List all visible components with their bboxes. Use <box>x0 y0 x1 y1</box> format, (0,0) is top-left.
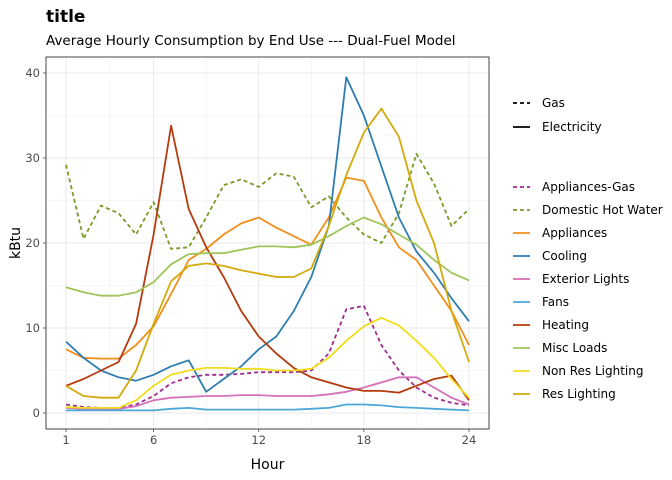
x-tick-label: 6 <box>150 433 157 447</box>
series-line-appliances-gas <box>65 304 470 409</box>
series-line-misc-loads <box>65 216 470 297</box>
x-tick-label: 1 <box>62 433 69 447</box>
chart-title: title <box>46 7 85 27</box>
y-tick-label: 40 <box>25 66 40 80</box>
legend-label-series: Heating <box>542 318 589 332</box>
series-line-res-lighting <box>65 107 470 399</box>
legend-label-series: Appliances <box>542 226 607 240</box>
series-line-exterior-lights <box>65 376 470 410</box>
legend-label-series: Misc Loads <box>542 341 607 355</box>
series-line-heating <box>65 124 470 401</box>
legend-label-series: Non Res Lighting <box>542 364 644 378</box>
legend-label-series: Domestic Hot Water <box>542 203 663 217</box>
grid <box>46 57 489 429</box>
legend-label-series: Cooling <box>542 249 587 263</box>
y-tick-label: 0 <box>33 406 40 420</box>
series-line-fans <box>66 403 470 412</box>
y-tick-label: 20 <box>25 236 40 250</box>
legend: Gas Electricity Appliances-Gas Domestic Hot… <box>513 96 663 401</box>
legend-label-series: Appliances-Gas <box>542 180 635 194</box>
x-axis-title: Hour <box>251 457 285 473</box>
chart-subtitle: Average Hourly Consumption by End Use --… <box>46 33 456 49</box>
x-tick-label: 12 <box>251 433 266 447</box>
y-axis-title: kBtu <box>8 227 24 259</box>
x-tick-label: 18 <box>357 433 372 447</box>
x-tick-label: 24 <box>462 433 477 447</box>
legend-label-series: Res Lighting <box>542 387 616 401</box>
axis-ticks: 0 10 20 30 40 1 6 12 18 24 <box>25 66 476 447</box>
legend-label-series: Exterior Lights <box>542 272 629 286</box>
series-line-appliances <box>65 176 470 360</box>
legend-label-linetype: Gas <box>542 96 565 110</box>
legend-label-linetype: Electricity <box>542 120 602 134</box>
y-tick-label: 30 <box>25 151 40 165</box>
y-tick-label: 10 <box>25 321 40 335</box>
series-lines <box>65 76 470 412</box>
series-line-non-res-lighting <box>65 316 470 409</box>
series-line-cooling <box>65 76 470 393</box>
legend-label-series: Fans <box>542 295 569 309</box>
series-line-domestic-hot-water <box>65 152 470 250</box>
